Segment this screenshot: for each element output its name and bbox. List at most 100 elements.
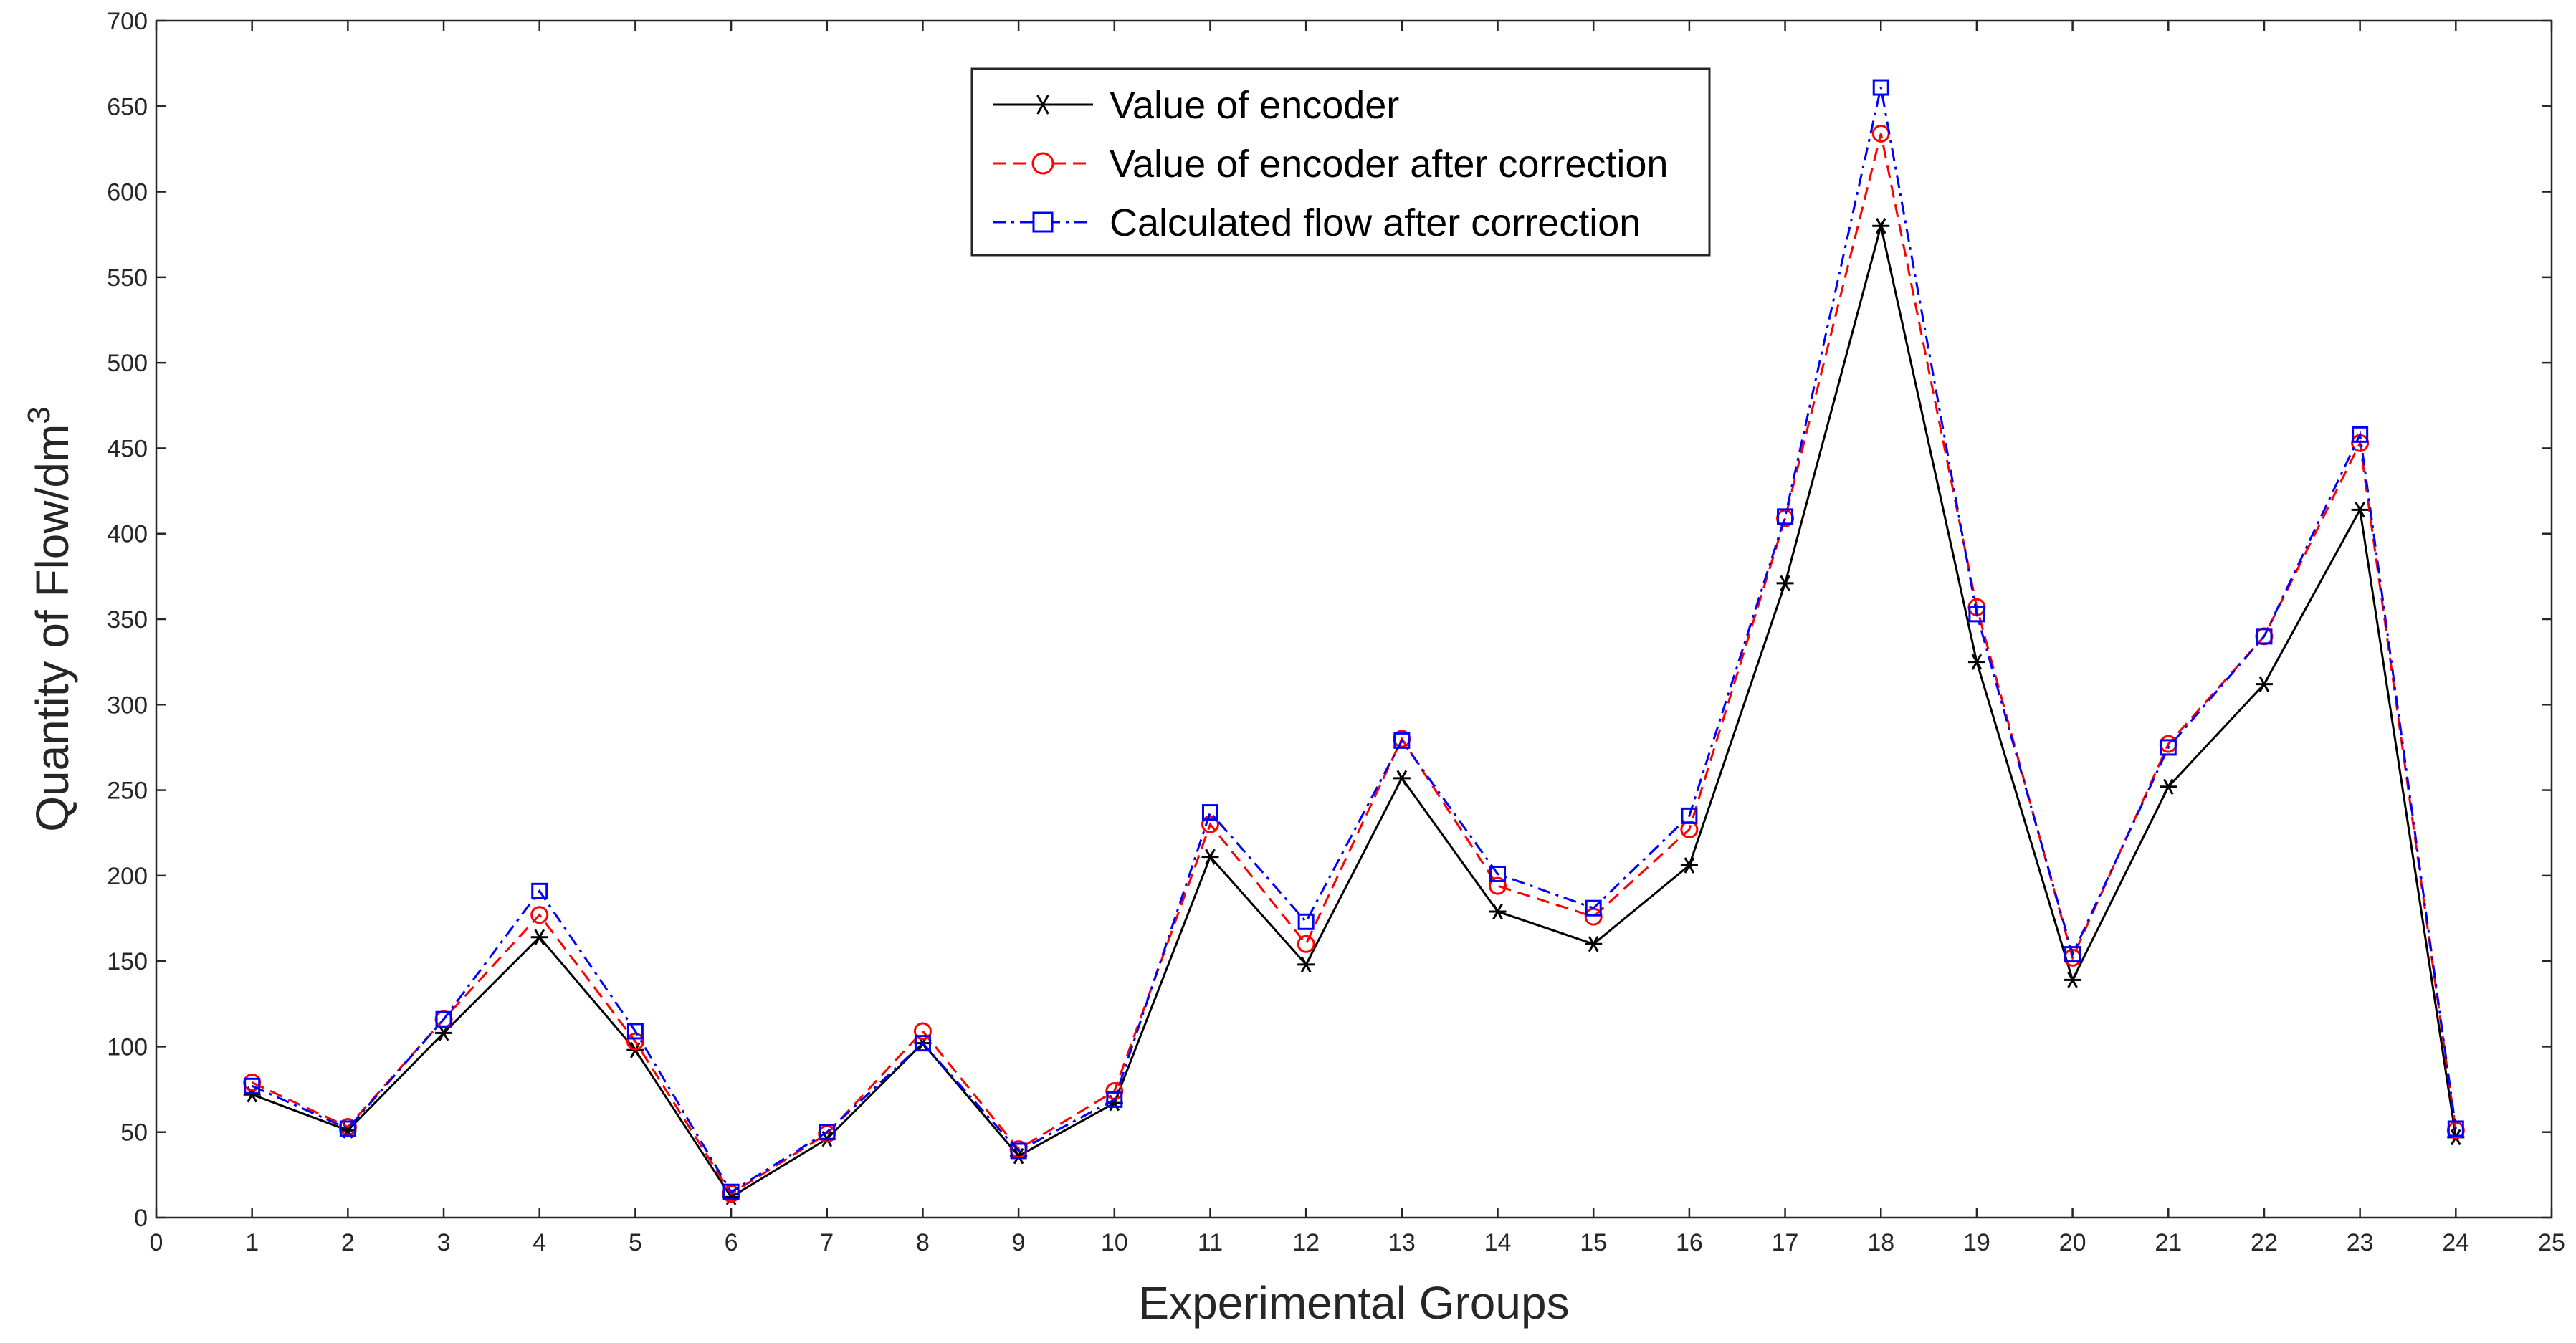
legend-label-calculated-flow: Calculated flow after correction xyxy=(1110,201,1641,244)
data-point-asterisk xyxy=(2064,972,2081,988)
legend-label-encoder: Value of encoder xyxy=(1110,84,1399,127)
legend-marker-circle-icon xyxy=(1031,152,1054,175)
x-tick-label: 19 xyxy=(1963,1229,1990,1256)
legend-entry-encoder: Value of encoder xyxy=(993,84,1399,127)
x-tick-label: 15 xyxy=(1580,1229,1607,1256)
data-point-square xyxy=(722,1183,740,1200)
x-tick-label: 17 xyxy=(1772,1229,1799,1256)
x-tick-label: 24 xyxy=(2442,1229,2469,1256)
data-point-asterisk xyxy=(1776,575,1794,592)
x-tick-label: 5 xyxy=(629,1229,642,1256)
y-tick-label: 700 xyxy=(107,8,148,35)
y-tick-label: 0 xyxy=(134,1205,148,1232)
data-point-asterisk xyxy=(1680,857,1698,874)
legend-label-encoder-corrected: Value of encoder after correction xyxy=(1110,143,1668,186)
x-tick-label: 10 xyxy=(1101,1229,1128,1256)
series-2 xyxy=(244,79,2464,1200)
data-point-asterisk xyxy=(1201,849,1219,865)
x-tick-label: 11 xyxy=(1198,1229,1223,1256)
data-point-square xyxy=(1201,804,1218,821)
x-tick-label: 20 xyxy=(2059,1229,2086,1256)
data-point-asterisk xyxy=(2255,676,2273,692)
x-tick-label: 2 xyxy=(341,1229,355,1256)
y-tick-label: 200 xyxy=(107,863,148,890)
data-point-circle xyxy=(913,1022,932,1041)
data-point-square xyxy=(435,1010,452,1028)
legend-marker-asterisk-icon xyxy=(1032,95,1054,115)
data-point-asterisk xyxy=(2351,502,2369,518)
y-tick-label: 550 xyxy=(107,264,148,292)
legend: Value of encoder Value of encoder after … xyxy=(970,67,1711,257)
x-tick-label: 8 xyxy=(916,1229,930,1256)
y-tick-label: 300 xyxy=(107,692,148,719)
data-point-square xyxy=(1585,899,1602,917)
data-point-square xyxy=(339,1120,356,1137)
y-tick-label: 100 xyxy=(107,1033,148,1061)
data-point-square xyxy=(1393,732,1411,749)
x-tick-label: 22 xyxy=(2251,1229,2278,1256)
data-point-square xyxy=(1010,1142,1027,1160)
x-tick-label: 9 xyxy=(1012,1229,1026,1256)
data-point-circle xyxy=(530,906,549,924)
y-axis-title-superscript: 3 xyxy=(22,406,57,424)
x-tick-label: 7 xyxy=(820,1229,834,1256)
data-point-square xyxy=(914,1035,931,1052)
x-tick-label: 18 xyxy=(1867,1229,1894,1256)
data-point-square xyxy=(2160,739,2177,756)
x-tick-label: 4 xyxy=(533,1229,546,1256)
data-point-asterisk xyxy=(1393,770,1411,787)
data-point-asterisk xyxy=(1872,218,1890,234)
x-axis-ticks: 0 1 2 3 4 5 6 7 8 9 10 11 12 13 14 15 16 17 18 19 20 21 22 23 24… xyxy=(150,21,2565,1256)
x-tick-label: 14 xyxy=(1484,1229,1512,1256)
series-line-0 xyxy=(252,225,2457,1199)
data-point-circle xyxy=(1201,815,1219,833)
data-point-square xyxy=(1872,79,1889,96)
data-point-circle xyxy=(1680,820,1699,838)
x-tick-label: 12 xyxy=(1292,1229,1320,1256)
data-point-circle xyxy=(1297,935,1315,953)
y-tick-label: 250 xyxy=(107,778,148,805)
legend-marker-square-icon xyxy=(1032,211,1054,233)
y-tick-label: 650 xyxy=(107,93,148,120)
data-point-asterisk xyxy=(530,929,548,945)
y-tick-label: 350 xyxy=(107,606,148,634)
data-point-square xyxy=(2064,946,2081,963)
data-point-square xyxy=(626,1023,644,1040)
data-point-circle xyxy=(1489,876,1507,895)
x-tick-label: 1 xyxy=(245,1229,259,1256)
x-tick-label: 25 xyxy=(2538,1229,2565,1256)
y-axis-title-main: Quantity of Flow/dm xyxy=(27,424,78,832)
data-point-square xyxy=(1489,865,1507,882)
data-point-square xyxy=(1106,1091,1123,1108)
legend-entry-calculated-flow: Calculated flow after correction xyxy=(993,201,1641,244)
legend-entry-encoder-corrected: Value of encoder after correction xyxy=(993,143,1668,186)
data-point-circle xyxy=(626,1032,644,1051)
data-point-square xyxy=(244,1077,261,1094)
y-axis-title: Quantity of Flow/dm3 xyxy=(22,406,78,832)
y-axis-ticks: 0 50 100 150 200 250 300 350 400 450 500 550 600 650 7… xyxy=(107,8,2552,1232)
data-point-asterisk xyxy=(1297,956,1315,973)
x-tick-label: 16 xyxy=(1676,1229,1703,1256)
data-point-square xyxy=(819,1124,836,1141)
data-point-square xyxy=(2447,1120,2464,1137)
y-tick-label: 450 xyxy=(107,435,148,462)
data-point-asterisk xyxy=(435,1025,453,1041)
y-tick-label: 150 xyxy=(107,948,148,975)
legend-box xyxy=(970,67,1711,257)
x-tick-label: 21 xyxy=(2155,1229,2182,1256)
y-tick-label: 600 xyxy=(107,179,148,206)
series-line-1 xyxy=(252,133,2457,1195)
y-tick-label: 50 xyxy=(120,1119,148,1147)
x-tick-label: 3 xyxy=(437,1229,451,1256)
plot-frame xyxy=(155,19,2553,1219)
data-point-square xyxy=(531,882,548,899)
data-point-square xyxy=(1968,606,1985,623)
data-point-asterisk xyxy=(2160,778,2177,795)
x-tick-label: 23 xyxy=(2347,1229,2374,1256)
series-layer xyxy=(243,79,2465,1205)
x-axis-title: Experimental Groups xyxy=(1138,1277,1569,1329)
data-point-square xyxy=(2256,628,2273,645)
x-tick-label: 13 xyxy=(1388,1229,1416,1256)
series-0 xyxy=(243,218,2465,1205)
